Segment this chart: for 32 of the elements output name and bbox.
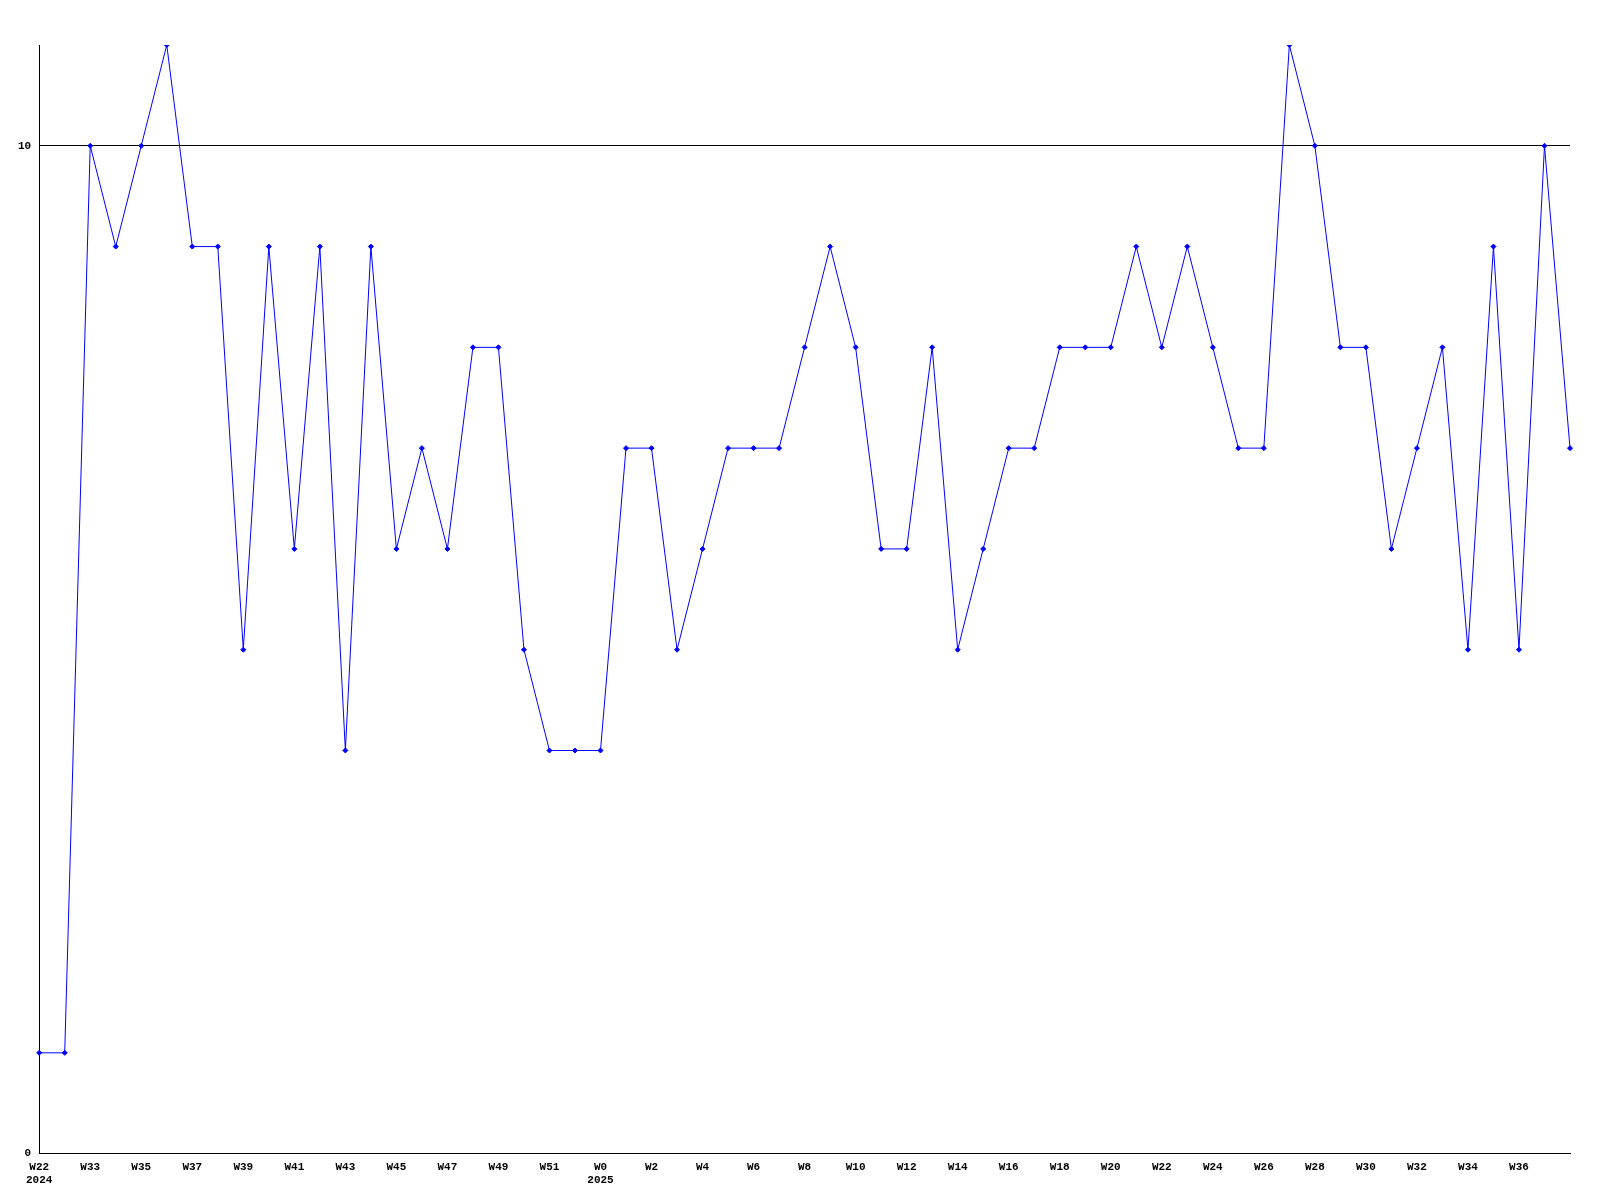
x-tick-label: W33 — [80, 1160, 101, 1173]
x-tick-label: W2 — [644, 1160, 659, 1173]
x-tick-label: W34 — [1458, 1160, 1479, 1173]
x-tick-label: W47 — [437, 1160, 458, 1173]
x-tick-label: W30 — [1355, 1160, 1376, 1173]
x-tick-label: W45 — [386, 1160, 407, 1173]
x-tick-label: W10 — [845, 1160, 866, 1173]
x-tick-label: W41 — [284, 1160, 305, 1173]
x-tick-label: W12 — [896, 1160, 917, 1173]
x-tick-label: W6 — [746, 1160, 761, 1173]
x-tick-label: W43 — [335, 1160, 356, 1173]
x-tick-label: W26 — [1253, 1160, 1274, 1173]
x-tick-label: W51 — [539, 1160, 560, 1173]
x-tick-label: W36 — [1509, 1160, 1529, 1173]
x-tick-label: W24 — [1202, 1160, 1224, 1173]
x-tick-label: W32 — [1407, 1160, 1427, 1173]
x-tick-label: W22 2024 — [26, 1160, 53, 1187]
x-tick-label: W16 — [998, 1160, 1019, 1173]
x-tick-label: W39 — [233, 1160, 254, 1173]
y-tick-label: 10 — [18, 139, 32, 152]
x-tick-label: W28 — [1304, 1160, 1326, 1173]
x-tick-label: W8 — [798, 1160, 812, 1173]
x-tick-label: W14 — [947, 1160, 968, 1173]
x-tick-label: W20 — [1100, 1160, 1121, 1173]
x-tick-label: W0 2025 — [587, 1160, 615, 1187]
x-tick-label: W37 — [182, 1160, 203, 1173]
y-tick-label: 0 — [24, 1147, 32, 1160]
x-tick-label: W35 — [131, 1160, 152, 1173]
x-tick-label: W49 — [488, 1160, 509, 1173]
x-tick-label: W22 — [1151, 1160, 1172, 1173]
x-tick-label: W18 — [1049, 1160, 1071, 1173]
x-tick-label: W4 — [695, 1160, 710, 1173]
